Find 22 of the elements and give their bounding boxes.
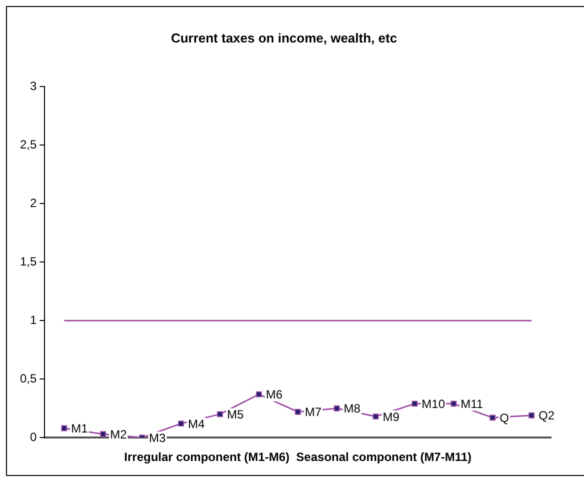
y-tick-label: 3 xyxy=(30,78,37,93)
x-tick-label: Q xyxy=(500,411,509,426)
y-tick-label: 1 xyxy=(30,312,37,327)
y-tick-label: 2 xyxy=(30,196,37,210)
y-tick-label: 0,5 xyxy=(20,371,37,386)
x-tick-label: Q2 xyxy=(538,408,555,423)
x-tick-label: M1 xyxy=(71,422,88,436)
x-tick-label: M4 xyxy=(188,416,205,431)
y-tick-label: 2,5 xyxy=(20,137,37,152)
y-tick-label: 1,5 xyxy=(20,254,37,268)
chart-title: Current taxes on income, wealth, etc xyxy=(170,30,398,46)
x-tick-label: M5 xyxy=(226,408,244,422)
x-axis-title: Irregular component (M1-M6) Seasonal component (M7-M11) xyxy=(124,450,472,464)
x-tick-label: M10 xyxy=(422,396,446,411)
x-tick-label: M9 xyxy=(382,410,400,424)
x-tick-label: M11 xyxy=(460,396,484,411)
x-tick-label: M7 xyxy=(304,405,322,420)
x-tick-label: M8 xyxy=(344,402,361,416)
x-tick-label: M3 xyxy=(149,430,166,445)
y-tick-label: 0 xyxy=(30,430,37,444)
x-tick-label: M2 xyxy=(110,427,128,442)
x-tick-label: M6 xyxy=(266,388,283,402)
